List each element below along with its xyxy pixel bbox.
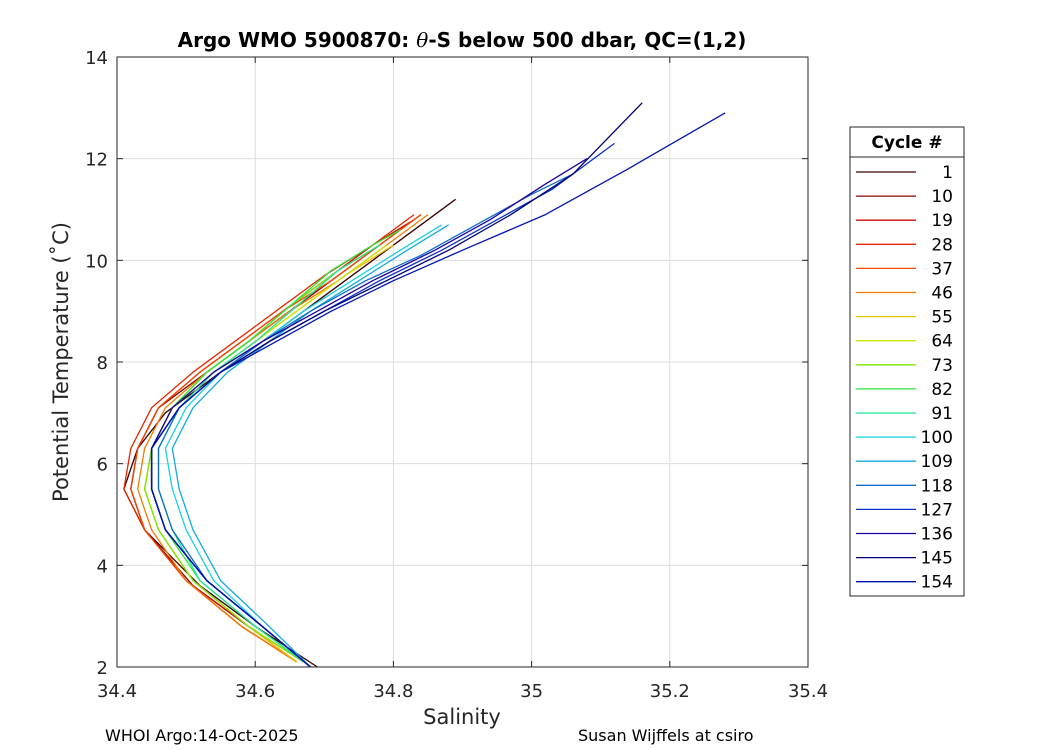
- legend-items: 1 10 19 28 37 46 55 64 73 82 91 100 109 118 127 136 145 1…: [856, 163, 953, 593]
- legend-label: 109: [921, 452, 953, 472]
- legend-label: 46: [931, 284, 953, 304]
- y-axis-label: Potential Temperature (˚C): [49, 222, 73, 502]
- legend-label: 28: [931, 235, 953, 255]
- legend-label: 64: [931, 332, 953, 352]
- legend-label: 1: [942, 163, 953, 183]
- footer-left: WHOI Argo:14-Oct-2025: [105, 726, 299, 745]
- series-line-cycle-154: [150, 112, 726, 668]
- legend-label: 154: [921, 573, 953, 593]
- legend: Cycle # 1 10 19 28 37 46 55 64 73 82 91 100 109 118 12…: [849, 126, 965, 597]
- legend-label: 118: [921, 476, 953, 496]
- legend-title: Cycle #: [871, 133, 942, 153]
- legend-label: 73: [931, 356, 953, 376]
- legend-label: 55: [931, 308, 953, 328]
- legend-label: 91: [931, 404, 953, 424]
- legend-label: 19: [931, 211, 953, 231]
- legend-label: 82: [931, 380, 953, 400]
- y-tick-label: 12: [85, 150, 108, 171]
- x-tick-label: 35.2: [650, 681, 690, 702]
- x-tick-label: 35: [520, 681, 543, 702]
- legend-label: 37: [931, 259, 953, 279]
- y-tick-label: 8: [97, 353, 108, 374]
- x-tick-label: 34.6: [235, 681, 275, 702]
- footer-right: Susan Wijffels at csiro: [578, 726, 754, 745]
- series-layer: [123, 102, 726, 668]
- x-tick-label: 35.4: [788, 681, 828, 702]
- legend-label: 100: [921, 428, 953, 448]
- y-tick-label: 10: [85, 251, 108, 272]
- y-tick-label: 6: [97, 455, 108, 476]
- x-tick-label: 34.4: [97, 681, 137, 702]
- series-line-cycle-109: [171, 224, 450, 668]
- x-tick-label: 34.8: [373, 681, 413, 702]
- series-line-cycle-100: [164, 224, 443, 668]
- legend-label: 136: [921, 525, 953, 545]
- legend-label: 10: [931, 187, 953, 207]
- legend-label: 127: [921, 500, 953, 520]
- y-tick-labels: 2 4 6 8 10 12 14: [85, 48, 108, 679]
- plot-frame: [116, 56, 809, 668]
- y-tick-label: 14: [85, 48, 108, 69]
- x-axis-label: Salinity: [423, 705, 501, 729]
- legend-label: 145: [921, 549, 953, 569]
- legend-box: [849, 126, 965, 597]
- y-tick-label: 4: [97, 556, 108, 577]
- x-tick-labels: 34.4 34.6 34.8 35 35.2 35.4: [97, 681, 828, 702]
- y-tick-label: 2: [97, 658, 108, 679]
- chart-title: Argo WMO 5900870: θ-S below 500 dbar, QC…: [178, 28, 747, 52]
